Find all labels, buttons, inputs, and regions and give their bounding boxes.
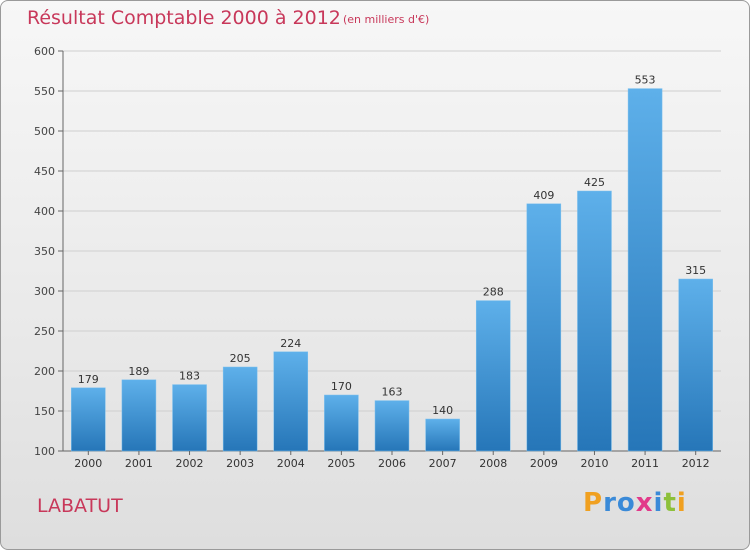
bar-2010: [577, 190, 612, 452]
data-label-2005: 170: [331, 380, 352, 393]
data-label-2008: 288: [483, 286, 504, 299]
bar-2009: [526, 203, 562, 452]
bar-2003: [222, 366, 258, 452]
bar-2004: [273, 351, 309, 452]
proxiti-logo: Proxiti: [583, 488, 687, 518]
chart-title: Résultat Comptable 2000 à 2012: [27, 7, 341, 29]
bar-2001: [121, 379, 157, 452]
x-tick-label-2012: 2012: [682, 457, 710, 470]
data-label-2011: 553: [635, 74, 656, 87]
x-tick-label-2011: 2011: [631, 457, 659, 470]
x-tick-label-2004: 2004: [277, 457, 305, 470]
data-label-2009: 409: [533, 189, 554, 202]
x-tick-label-2003: 2003: [226, 457, 254, 470]
chart-subtitle: (en milliers d'€): [343, 13, 430, 26]
data-label-2002: 183: [179, 370, 200, 383]
y-tick-label: 300: [34, 285, 55, 298]
city-name: LABATUT: [37, 495, 123, 517]
y-tick-label: 250: [34, 325, 55, 338]
bar-2006: [374, 400, 410, 452]
x-tick-label-2002: 2002: [176, 457, 204, 470]
bar-2007: [425, 418, 460, 452]
bar-2002: [172, 384, 207, 452]
data-label-2000: 179: [78, 373, 99, 386]
y-tick-label: 200: [34, 365, 55, 378]
data-label-2004: 224: [280, 337, 301, 350]
x-tick-label-2007: 2007: [429, 457, 457, 470]
y-tick-label: 450: [34, 165, 55, 178]
data-label-2012: 315: [685, 264, 706, 277]
bar-2005: [324, 394, 359, 452]
x-tick-label-2006: 2006: [378, 457, 406, 470]
data-label-2010: 425: [584, 176, 605, 189]
x-tick-label-2000: 2000: [74, 457, 102, 470]
x-tick-label-2009: 2009: [530, 457, 558, 470]
bar-2012: [678, 278, 713, 452]
y-tick-label: 500: [34, 125, 55, 138]
y-tick-label: 550: [34, 85, 55, 98]
bar-2000: [71, 387, 106, 452]
data-label-2007: 140: [432, 404, 453, 417]
bar-2011: [627, 88, 663, 452]
data-label-2003: 205: [230, 352, 251, 365]
x-tick-label-2001: 2001: [125, 457, 153, 470]
data-label-2001: 189: [128, 365, 149, 378]
bar-chart: 100 150 200 250 300 350 400 450 500 550 600 179 200…: [34, 45, 721, 470]
y-tick-label: 350: [34, 245, 55, 258]
bar-2008: [475, 300, 511, 452]
y-tick-label: 400: [34, 205, 55, 218]
x-tick-label-2008: 2008: [479, 457, 507, 470]
data-label-2006: 163: [382, 386, 403, 399]
y-tick-label: 100: [34, 445, 55, 458]
x-tick-label-2005: 2005: [327, 457, 355, 470]
y-tick-label: 150: [34, 405, 55, 418]
y-tick-label: 600: [34, 45, 55, 58]
x-tick-label-2010: 2010: [580, 457, 608, 470]
